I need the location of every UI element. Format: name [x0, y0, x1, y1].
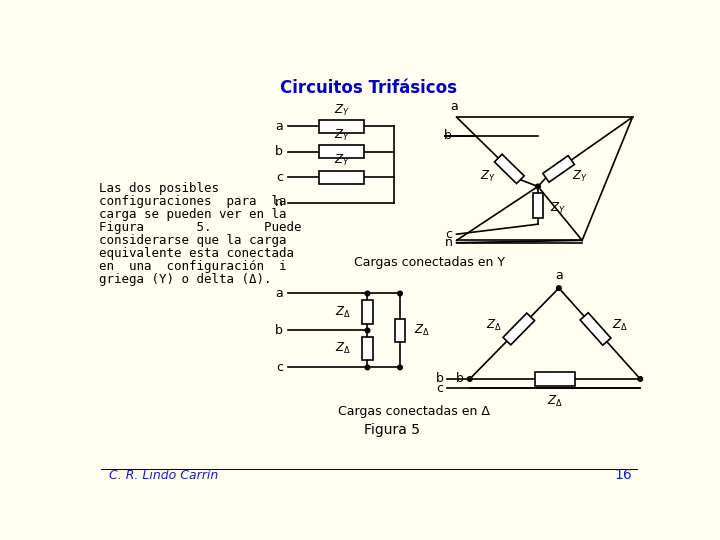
Text: equivalente esta conectada: equivalente esta conectada	[99, 247, 294, 260]
Text: griega (Y) o delta (Δ).: griega (Y) o delta (Δ).	[99, 273, 272, 286]
Text: en  una  configuración  i: en una configuración i	[99, 260, 287, 273]
Text: Figura       5.       Puede: Figura 5. Puede	[99, 221, 302, 234]
Text: n: n	[445, 236, 453, 249]
Bar	[320, 145, 364, 158]
Text: $Z_Y$: $Z_Y$	[550, 201, 566, 216]
Circle shape	[638, 377, 642, 381]
Text: b: b	[275, 324, 283, 337]
Text: $Z_\Delta$: $Z_\Delta$	[547, 394, 563, 409]
Text: a: a	[555, 269, 563, 282]
Text: a: a	[451, 100, 458, 113]
Text: $Z_\Delta$: $Z_\Delta$	[612, 319, 629, 334]
Text: $Z_\Delta$: $Z_\Delta$	[414, 323, 430, 338]
Circle shape	[365, 365, 370, 370]
Circle shape	[536, 184, 540, 189]
Text: c: c	[436, 382, 444, 395]
Bar	[362, 300, 373, 323]
Text: Figura 5: Figura 5	[364, 423, 420, 437]
Text: b: b	[436, 373, 444, 386]
Circle shape	[365, 291, 370, 296]
Text: b: b	[275, 145, 283, 158]
Text: $Z_Y$: $Z_Y$	[572, 169, 588, 184]
Circle shape	[467, 377, 472, 381]
Circle shape	[397, 365, 402, 370]
Text: $Z_\Delta$: $Z_\Delta$	[486, 319, 502, 334]
Bar	[580, 313, 611, 345]
Text: b: b	[444, 129, 452, 142]
Text: b: b	[456, 373, 464, 386]
Text: Cargas conectadas en Y: Cargas conectadas en Y	[354, 256, 505, 269]
Text: a: a	[275, 120, 283, 133]
Bar	[495, 154, 524, 184]
Text: Cargas conectadas en Δ: Cargas conectadas en Δ	[338, 405, 490, 418]
Text: $Z_Y$: $Z_Y$	[334, 103, 350, 118]
Bar	[320, 171, 364, 184]
Circle shape	[365, 328, 370, 333]
Text: Las dos posibles: Las dos posibles	[99, 182, 220, 195]
Circle shape	[557, 286, 561, 291]
Text: c: c	[276, 361, 283, 374]
Bar	[503, 313, 534, 345]
Circle shape	[397, 291, 402, 296]
Text: 16: 16	[615, 468, 632, 482]
Text: considerarse que la carga: considerarse que la carga	[99, 234, 287, 247]
Text: Circuitos Trifásicos: Circuitos Trifásicos	[281, 79, 457, 97]
Text: $Z_Y$: $Z_Y$	[334, 128, 350, 143]
Bar	[362, 338, 373, 361]
Text: c: c	[446, 228, 453, 241]
Text: $Z_\Delta$: $Z_\Delta$	[335, 341, 351, 356]
Bar	[320, 120, 364, 133]
Bar	[533, 193, 544, 218]
Text: a: a	[275, 287, 283, 300]
Bar	[395, 319, 405, 342]
Bar	[535, 373, 575, 386]
Text: C. R. Lindo Carrín: C. R. Lindo Carrín	[109, 469, 219, 482]
Text: n: n	[275, 196, 283, 209]
Text: $Z_Y$: $Z_Y$	[480, 169, 495, 184]
Text: $Z_Y$: $Z_Y$	[334, 153, 350, 168]
Text: carga se pueden ver en la: carga se pueden ver en la	[99, 208, 287, 221]
Text: $Z_\Delta$: $Z_\Delta$	[335, 305, 351, 320]
Text: c: c	[276, 171, 283, 184]
Text: configuraciones  para  la: configuraciones para la	[99, 195, 287, 208]
Bar	[543, 156, 575, 182]
